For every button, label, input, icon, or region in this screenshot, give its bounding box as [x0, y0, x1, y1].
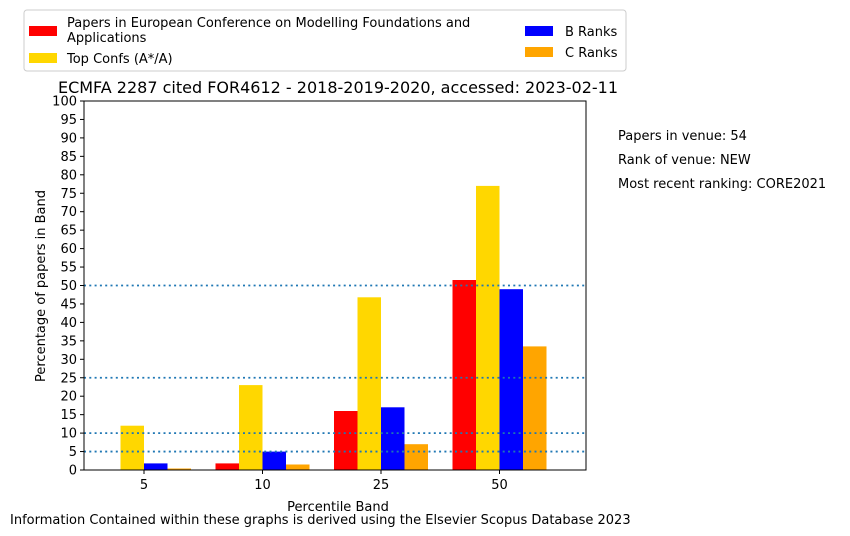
- legend-swatch-top: [29, 53, 57, 63]
- annotation-rank-of-venue: Rank of venue: NEW: [618, 153, 751, 168]
- y-tick-label-30: 30: [60, 353, 77, 368]
- bar-c-ranks-10: [286, 464, 310, 470]
- x-axis-label: Percentile Band: [287, 500, 389, 515]
- y-tick-label-80: 80: [60, 168, 77, 183]
- bar-top-confs-50: [476, 185, 500, 470]
- y-tick-label-70: 70: [60, 205, 77, 220]
- y-tick-label-40: 40: [60, 316, 77, 331]
- bar-b-ranks-25: [381, 407, 405, 470]
- y-tick-label-45: 45: [60, 297, 77, 312]
- y-tick-label-15: 15: [60, 408, 77, 423]
- x-tick-label-10: 10: [254, 478, 271, 493]
- bar-c-ranks-5: [167, 468, 191, 470]
- legend-frame: [23, 9, 627, 72]
- legend-swatch-c: [525, 47, 553, 57]
- y-tick-label-95: 95: [60, 113, 77, 128]
- x-tick-label-5: 5: [140, 478, 148, 493]
- bar-c-ranks-25: [404, 444, 428, 470]
- y-tick-label-10: 10: [60, 427, 77, 442]
- bar-top-confs-5: [120, 425, 144, 470]
- reference-lines: [84, 284, 586, 453]
- y-tick-label-0: 0: [69, 464, 77, 479]
- bar-venue-10: [215, 463, 239, 470]
- x-axis: 5 10 25 50: [140, 470, 508, 493]
- chart-title: ECMFA 2287 cited FOR4612 - 2018-2019-202…: [58, 78, 618, 97]
- y-tick-label-85: 85: [60, 150, 77, 165]
- plot-frame: [83, 100, 587, 471]
- y-tick-label-65: 65: [60, 224, 77, 239]
- x-tick-label-50: 50: [491, 478, 508, 493]
- y-tick-label-100: 100: [52, 95, 77, 110]
- bar-b-ranks-50: [499, 289, 523, 470]
- y-tick-label-90: 90: [60, 131, 77, 146]
- legend-swatch-b: [525, 26, 553, 36]
- y-tick-label-5: 5: [69, 445, 77, 460]
- y-tick-label-20: 20: [60, 390, 77, 405]
- y-tick-label-55: 55: [60, 261, 77, 276]
- bar-top-confs-10: [239, 385, 263, 470]
- annotation-most-recent-ranking: Most recent ranking: CORE2021: [618, 177, 826, 192]
- y-tick-label-25: 25: [60, 371, 77, 386]
- y-tick-label-50: 50: [60, 279, 77, 294]
- legend: Papers in European Conference on Modelli…: [23, 9, 627, 72]
- bar-b-ranks-5: [144, 463, 168, 470]
- y-tick-label-75: 75: [60, 187, 77, 202]
- y-axis-label: Percentage of papers in Band: [34, 190, 49, 382]
- legend-label-b: B Ranks: [565, 25, 618, 40]
- legend-label-venue: Papers in European Conference on Modelli…: [67, 16, 474, 46]
- bar-top-confs-25: [357, 297, 381, 470]
- bar-venue-50: [452, 280, 476, 470]
- legend-label-top: Top Confs (A*/A): [66, 52, 173, 67]
- y-axis: 0 5 10 15 20 25 30 35 40 45 50 55 60 65 70 75 80 85 90 95 10…: [52, 95, 84, 479]
- y-tick-label-35: 35: [60, 334, 77, 349]
- y-tick-label-60: 60: [60, 242, 77, 257]
- bar-venue-25: [334, 411, 358, 470]
- x-tick-label-25: 25: [373, 478, 390, 493]
- legend-swatch-venue: [29, 26, 57, 36]
- bars-group: [120, 185, 547, 470]
- annotation-papers-in-venue: Papers in venue: 54: [618, 129, 747, 144]
- footer-source-note: Information Contained within these graph…: [10, 513, 631, 528]
- legend-label-c: C Ranks: [565, 46, 618, 61]
- bar-b-ranks-10: [262, 451, 286, 470]
